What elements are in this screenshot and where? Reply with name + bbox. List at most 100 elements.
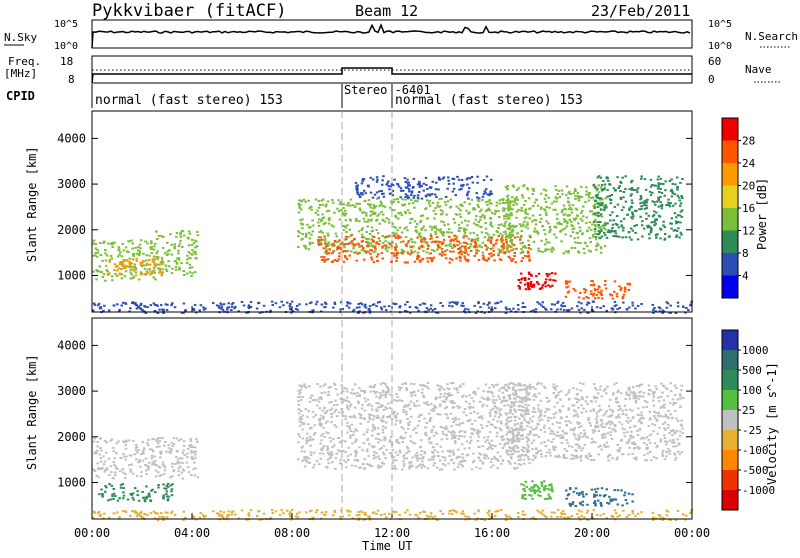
data-cell xyxy=(490,203,493,205)
data-cell xyxy=(116,303,119,305)
data-cell xyxy=(117,440,120,442)
data-cell xyxy=(585,194,588,196)
data-cell xyxy=(398,442,401,444)
data-cell xyxy=(621,423,624,425)
data-cell xyxy=(460,461,463,463)
data-cell xyxy=(446,188,449,190)
data-cell xyxy=(621,236,624,238)
data-cell xyxy=(137,249,140,251)
data-cell xyxy=(524,212,527,214)
data-cell xyxy=(576,457,579,459)
data-cell xyxy=(328,394,331,396)
data-cell xyxy=(494,213,497,215)
data-cell xyxy=(657,182,660,184)
data-cell xyxy=(552,249,555,251)
data-cell xyxy=(125,303,128,305)
cbar-tick-label: 4 xyxy=(742,270,749,283)
data-cell xyxy=(590,290,593,292)
data-cell xyxy=(97,252,100,254)
data-cell xyxy=(547,417,550,419)
data-cell xyxy=(556,456,559,458)
y-tick-label: 2000 xyxy=(57,223,86,237)
data-cell xyxy=(327,233,330,235)
data-cell xyxy=(408,188,411,190)
data-cell xyxy=(453,244,456,246)
data-cell xyxy=(601,426,604,428)
data-cell xyxy=(155,230,158,232)
data-cell xyxy=(519,456,522,458)
data-cell xyxy=(606,442,609,444)
data-cell xyxy=(666,451,669,453)
data-cell xyxy=(482,214,485,216)
data-cell xyxy=(382,219,385,221)
data-cell xyxy=(393,179,396,181)
data-cell xyxy=(606,237,609,239)
data-cell xyxy=(271,301,274,303)
data-cell xyxy=(544,285,547,287)
data-cell xyxy=(369,465,372,467)
data-cell xyxy=(582,215,585,217)
data-cell xyxy=(546,452,549,454)
data-cell xyxy=(150,242,153,244)
data-cell xyxy=(153,456,156,458)
data-cell xyxy=(93,303,96,305)
data-cell xyxy=(660,178,663,180)
data-cell xyxy=(492,464,495,466)
data-cell xyxy=(558,427,561,429)
cbar-tick-label: 8 xyxy=(742,247,749,260)
data-cell xyxy=(455,257,458,259)
data-cell xyxy=(376,179,379,181)
data-cell xyxy=(525,401,528,403)
data-cell xyxy=(568,398,571,400)
data-cell xyxy=(491,212,494,214)
data-cell xyxy=(667,410,670,412)
data-cell xyxy=(306,416,309,418)
data-cell xyxy=(94,438,97,440)
data-cell xyxy=(297,458,300,460)
data-cell xyxy=(506,242,509,244)
data-cell xyxy=(640,175,643,177)
data-cell xyxy=(375,305,378,307)
data-cell xyxy=(437,413,440,415)
data-cell xyxy=(625,201,628,203)
data-cell xyxy=(280,301,283,303)
data-cell xyxy=(142,497,145,499)
data-cell xyxy=(643,204,646,206)
data-cell xyxy=(613,384,616,386)
data-cell xyxy=(518,406,521,408)
data-cell xyxy=(440,446,443,448)
data-cell xyxy=(616,295,619,297)
data-cell xyxy=(165,265,168,267)
data-cell xyxy=(389,415,392,417)
data-cell xyxy=(567,409,570,411)
data-cell xyxy=(165,268,168,270)
data-cell xyxy=(499,233,502,235)
data-cell xyxy=(537,205,540,207)
data-cell xyxy=(194,257,197,259)
data-cell xyxy=(146,263,149,265)
data-cell xyxy=(362,463,365,465)
data-cell xyxy=(608,427,611,429)
data-cell xyxy=(354,407,357,409)
data-cell xyxy=(561,305,564,307)
data-cell xyxy=(645,213,648,215)
data-cell xyxy=(369,305,372,307)
data-cell xyxy=(535,453,538,455)
data-cell xyxy=(679,393,682,395)
data-cell xyxy=(103,241,106,243)
data-cell xyxy=(378,458,381,460)
data-cell xyxy=(111,279,114,281)
data-cell xyxy=(297,441,300,443)
data-cell xyxy=(445,214,448,216)
data-cell xyxy=(359,394,362,396)
data-cell xyxy=(612,224,615,226)
data-cell xyxy=(145,486,148,488)
data-cell xyxy=(630,391,633,393)
data-cell xyxy=(592,234,595,236)
data-cell xyxy=(136,260,139,262)
data-cell xyxy=(603,305,606,307)
data-cell xyxy=(672,430,675,432)
data-cell xyxy=(416,457,419,459)
data-cell xyxy=(129,454,132,456)
data-cell xyxy=(160,304,163,306)
